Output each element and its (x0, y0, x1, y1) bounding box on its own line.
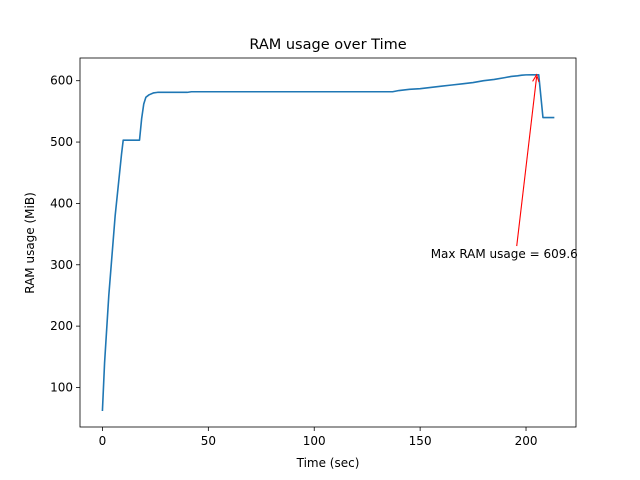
y-axis-label: RAM usage (MiB) (23, 192, 37, 294)
axis-ticks: 0 50 100 150 200 100 200 300 400 500 600 (50, 74, 537, 448)
y-tick-label: 100 (50, 380, 73, 394)
x-tick-label: 0 (99, 434, 107, 448)
annotation-label: Max RAM usage = 609.6 (431, 247, 578, 261)
y-tick-label: 300 (50, 258, 73, 272)
x-axis-label: Time (sec) (296, 456, 360, 470)
chart-title: RAM usage over Time (249, 37, 406, 53)
x-tick-label: 150 (409, 434, 432, 448)
y-tick-label: 400 (50, 196, 73, 210)
annotation-arrow-head (532, 73, 540, 83)
y-tick-label: 500 (50, 135, 73, 149)
annotation: Max RAM usage = 609.6 (431, 73, 578, 261)
y-tick-label: 200 (50, 319, 73, 333)
x-tick-label: 200 (515, 434, 538, 448)
ram-usage-line (101, 74, 555, 412)
y-tick-label: 600 (50, 74, 73, 88)
plot-area (79, 57, 577, 428)
x-tick-label: 100 (303, 434, 326, 448)
axes-frame (79, 57, 577, 428)
annotation-arrow-shaft (516, 76, 538, 247)
x-tick-label: 50 (201, 434, 216, 448)
